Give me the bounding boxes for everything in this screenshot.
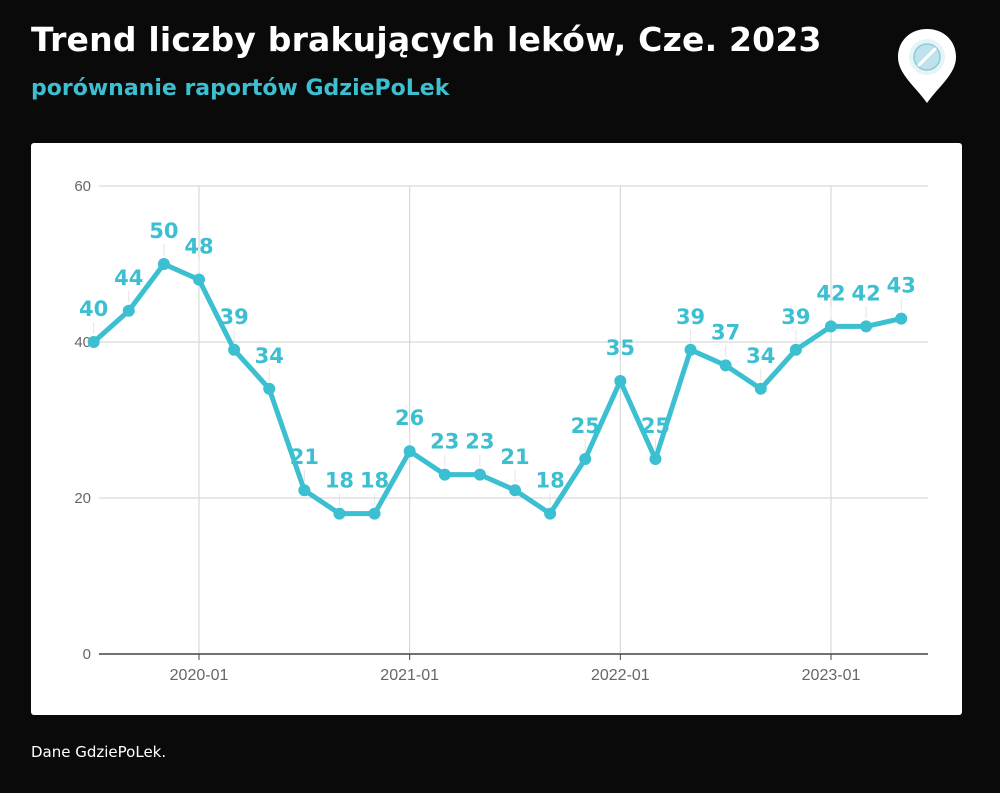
data-point [403, 445, 416, 458]
data-point [719, 359, 732, 372]
data-label: 18 [325, 469, 354, 493]
x-tick-label: 2022-01 [591, 667, 650, 684]
data-label: 25 [641, 414, 670, 438]
y-tick-label: 20 [74, 490, 91, 507]
data-point [263, 382, 276, 395]
data-point [579, 453, 592, 465]
x-tick-label: 2021-01 [380, 667, 439, 684]
data-source-note: Dane GdziePoLek. [31, 743, 167, 761]
data-point [754, 382, 767, 395]
data-label: 39 [676, 305, 705, 329]
data-label: 26 [395, 406, 424, 430]
data-point [157, 258, 170, 270]
data-label: 25 [571, 414, 600, 438]
page-title: Trend liczby brakujących leków, Cze. 202… [31, 20, 822, 59]
data-label: 23 [430, 430, 459, 454]
data-point [122, 304, 135, 317]
data-point [614, 375, 627, 387]
data-point [473, 468, 486, 481]
data-label: 42 [816, 281, 845, 305]
data-label: 43 [887, 274, 916, 298]
data-label: 18 [360, 469, 389, 493]
data-point [228, 343, 241, 356]
data-label: 39 [781, 305, 810, 329]
data-point [684, 343, 697, 356]
data-point [333, 507, 346, 520]
data-point [368, 507, 381, 520]
data-label: 21 [290, 445, 319, 469]
x-tick-label: 2020-01 [170, 667, 229, 684]
data-point [649, 453, 662, 465]
data-point [509, 484, 521, 497]
data-label: 18 [535, 469, 564, 493]
data-point [789, 343, 802, 356]
data-point [438, 468, 451, 481]
series-line [91, 261, 904, 517]
pill-location-pin-icon [894, 26, 960, 106]
chart-panel: 0 20 40 60 2020-01 2021-01 2022-01 2023-01 40 44 5… [31, 143, 962, 715]
data-point [298, 484, 311, 497]
page-subtitle: porównanie raportów GdziePoLek [31, 76, 450, 101]
data-label: 40 [79, 297, 108, 321]
y-tick-label: 0 [83, 646, 91, 663]
data-label: 21 [500, 445, 529, 469]
data-label: 42 [851, 281, 880, 305]
data-point [895, 312, 908, 325]
data-point [544, 507, 557, 520]
data-point [825, 320, 837, 333]
data-label: 23 [465, 430, 494, 454]
data-label: 34 [255, 344, 284, 368]
data-label: 37 [711, 320, 740, 344]
data-label: 48 [184, 235, 213, 259]
y-tick-label: 40 [74, 334, 91, 351]
data-label: 44 [114, 266, 143, 290]
y-tick-label: 60 [74, 178, 91, 195]
data-point [87, 336, 100, 348]
data-label: 50 [149, 219, 178, 243]
x-tick-label: 2023-01 [802, 667, 861, 684]
data-point [193, 273, 205, 286]
data-point [860, 320, 873, 333]
data-label: 35 [606, 336, 635, 360]
data-label: 34 [746, 344, 775, 368]
data-label: 39 [219, 305, 248, 329]
